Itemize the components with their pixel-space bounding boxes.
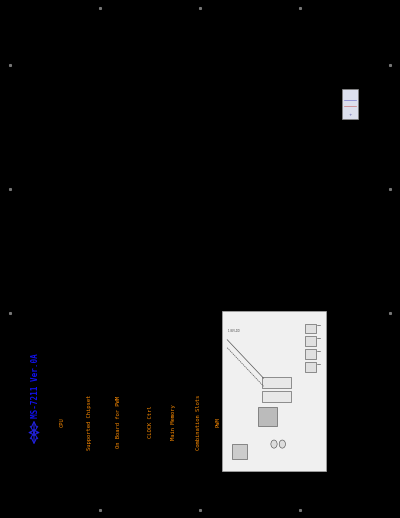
Text: Combination Slots: Combination Slots [196, 395, 200, 450]
Text: CPU: CPU [60, 418, 64, 427]
Text: 1.8V LDO: 1.8V LDO [228, 329, 240, 333]
Text: Supported Chipset: Supported Chipset [88, 395, 92, 450]
Circle shape [271, 440, 277, 448]
Bar [305, 324, 316, 333]
Text: PWM: PWM [216, 418, 220, 427]
Bar [232, 444, 247, 458]
Bar [262, 377, 291, 388]
Bar [222, 311, 326, 471]
Bar [305, 362, 316, 372]
Bar [258, 407, 277, 426]
Bar [262, 391, 291, 402]
Circle shape [279, 440, 286, 448]
Bar [305, 337, 316, 346]
Bar [342, 89, 358, 119]
Text: CLOCK Ctrl: CLOCK Ctrl [148, 406, 152, 438]
Text: Main Memory: Main Memory [172, 404, 176, 440]
Text: +: + [348, 112, 352, 117]
Text: MS-7211 Ver.0A: MS-7211 Ver.0A [32, 354, 40, 419]
Bar [305, 349, 316, 359]
Text: On Board for PWM: On Board for PWM [116, 396, 120, 448]
